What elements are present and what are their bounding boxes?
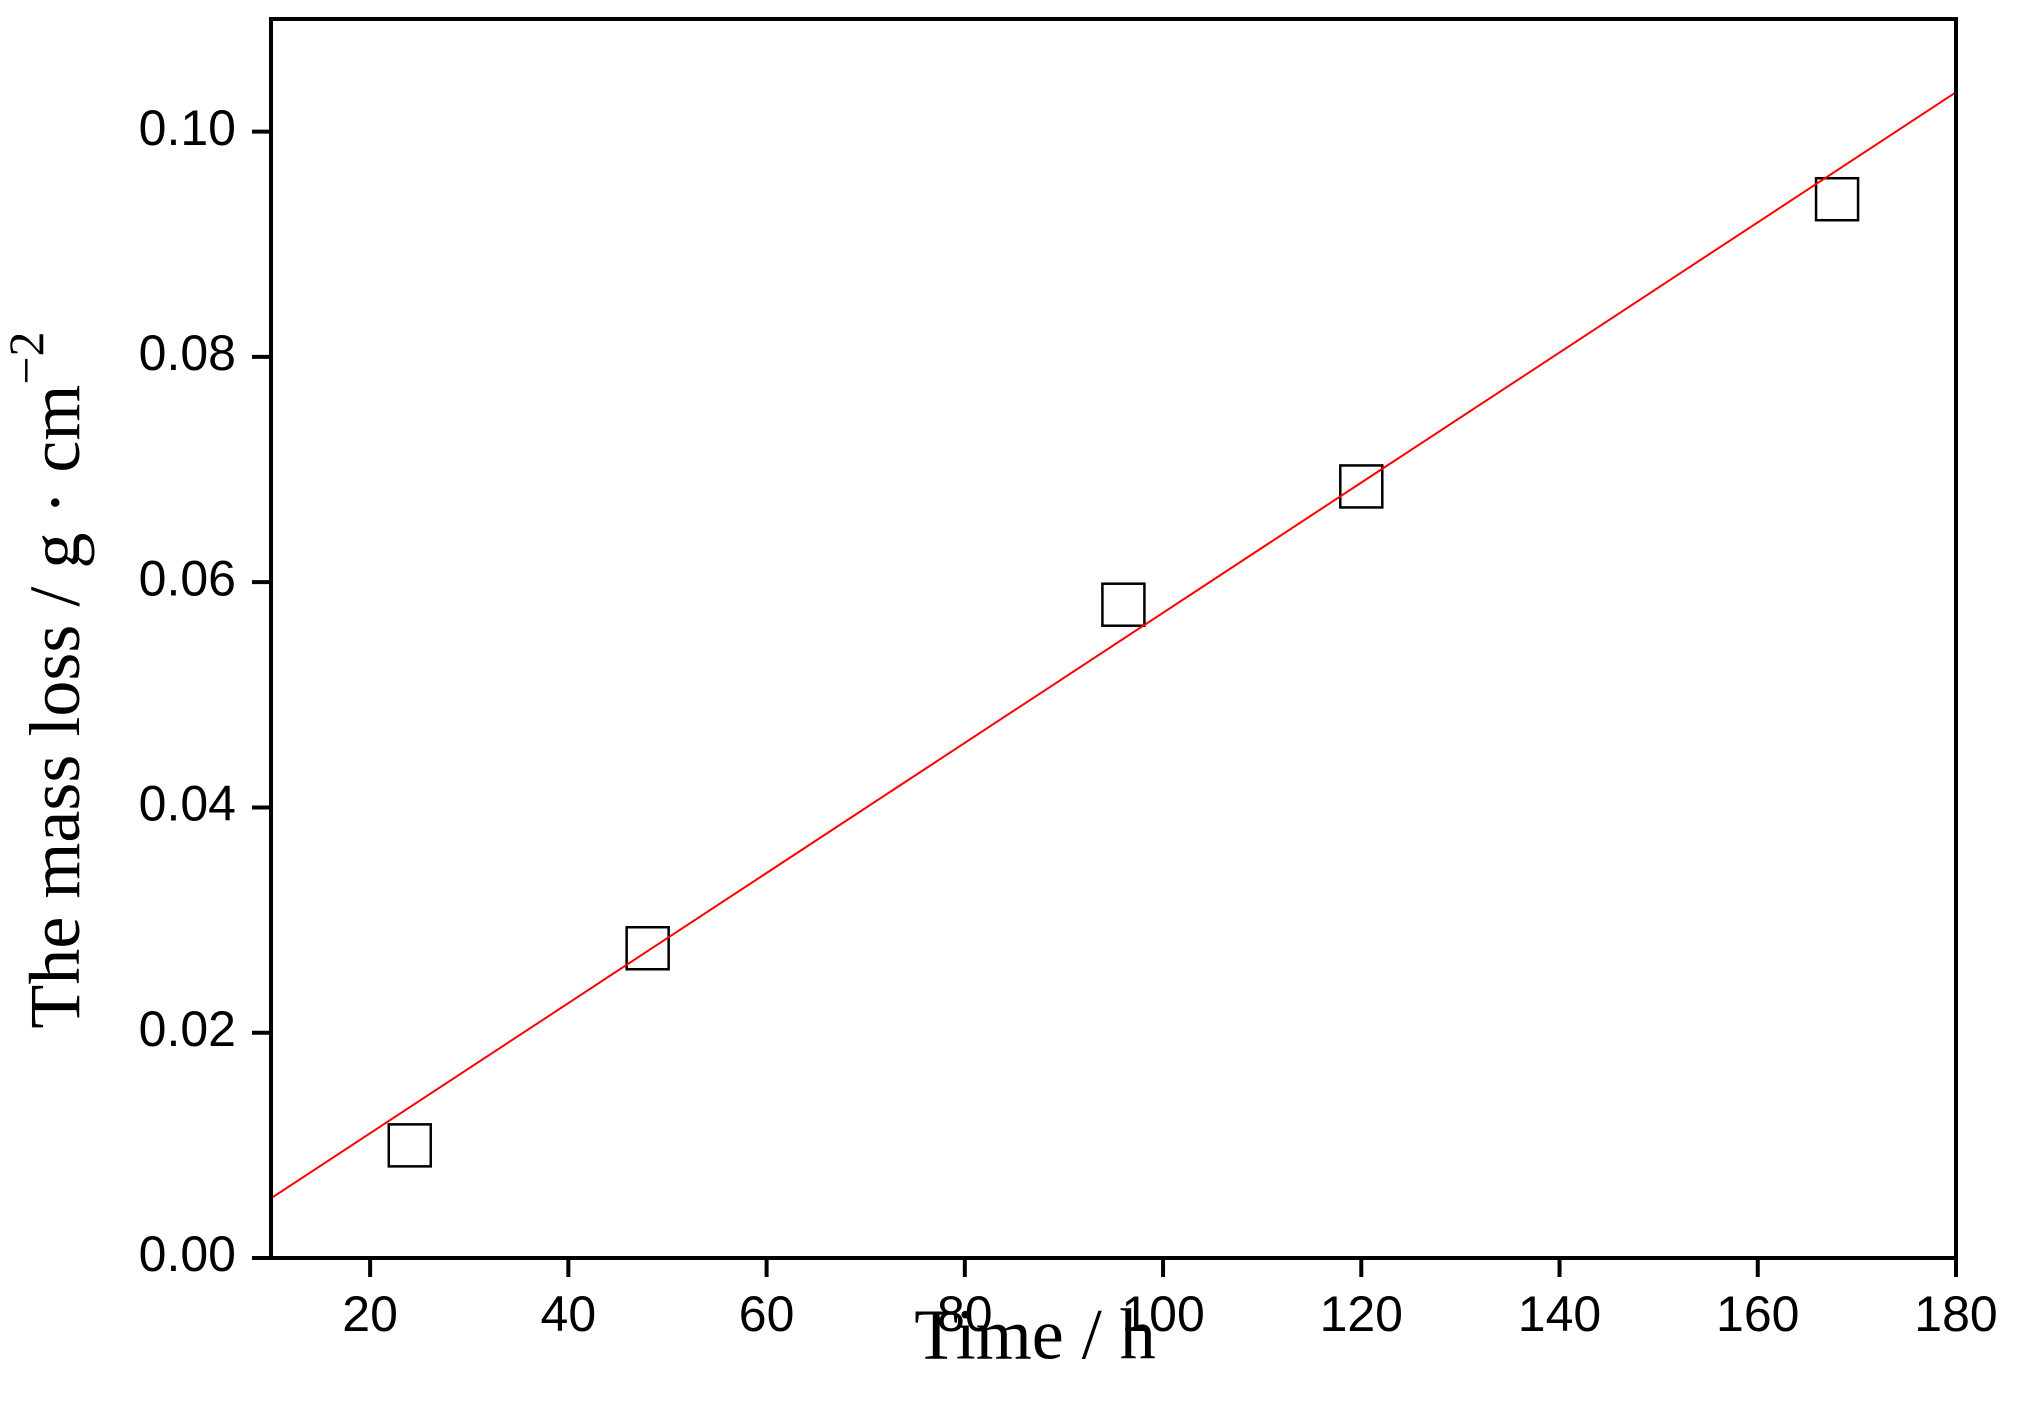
plot-frame	[269, 17, 1958, 1260]
x-tick-label: 160	[1716, 1286, 1799, 1342]
y-axis-label-main: The mass loss / g · cm	[15, 385, 95, 1029]
x-tick-label: 80	[937, 1286, 993, 1342]
x-tick-label: 140	[1518, 1286, 1601, 1342]
y-tick-label: 0.10	[139, 100, 236, 156]
y-axis-label: The mass loss / g · cm−2	[0, 331, 95, 1028]
x-tick-label: 60	[739, 1286, 795, 1342]
marker	[625, 926, 670, 971]
x-tick-label: 120	[1320, 1286, 1403, 1342]
x-axis-label: Time / h	[914, 1295, 1155, 1375]
marker	[1339, 464, 1384, 509]
y-axis-label-superscript: −2	[0, 331, 54, 384]
y-tick-label: 0.04	[139, 776, 236, 832]
y-tick-label: 0.08	[139, 325, 236, 381]
fit-line	[270, 91, 1957, 1200]
marker	[387, 1123, 433, 1168]
marker	[1101, 582, 1146, 627]
y-tick-label: 0.06	[139, 550, 236, 606]
x-tick-label: 180	[1914, 1286, 1997, 1342]
x-tick-label: 20	[342, 1286, 398, 1342]
y-tick-label: 0.00	[139, 1226, 236, 1282]
x-tick-label: 100	[1121, 1286, 1204, 1342]
marker	[1814, 176, 1860, 222]
y-tick-label: 0.02	[139, 1001, 236, 1057]
x-tick-label: 40	[541, 1286, 597, 1342]
